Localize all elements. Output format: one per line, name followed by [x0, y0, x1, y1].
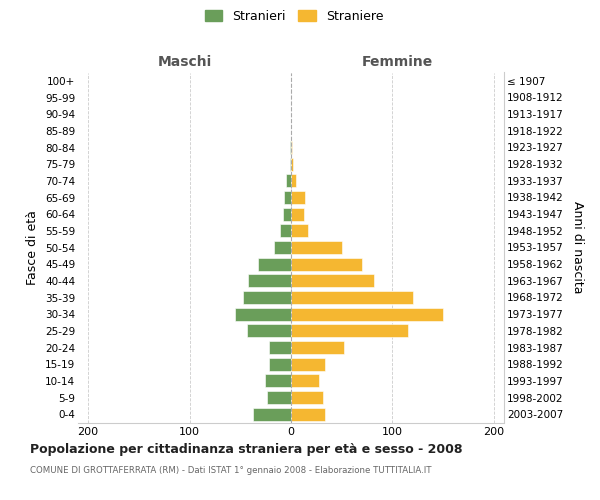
Bar: [265, 374, 291, 388]
Bar: [266, 391, 291, 404]
Text: Femmine: Femmine: [362, 55, 433, 69]
Bar: [291, 174, 296, 188]
Text: Popolazione per cittadinanza straniera per età e sesso - 2008: Popolazione per cittadinanza straniera p…: [30, 442, 463, 456]
Bar: [291, 324, 407, 338]
Bar: [291, 391, 323, 404]
Bar: [248, 274, 291, 287]
Bar: [291, 274, 374, 287]
Y-axis label: Anni di nascita: Anni di nascita: [571, 201, 584, 294]
Bar: [291, 308, 443, 320]
Bar: [235, 308, 291, 320]
Bar: [291, 258, 362, 270]
Text: Maschi: Maschi: [157, 55, 212, 69]
Bar: [284, 191, 291, 204]
Bar: [291, 408, 325, 420]
Bar: [257, 258, 291, 270]
Bar: [283, 208, 291, 220]
Bar: [291, 341, 344, 354]
Bar: [291, 374, 319, 388]
Text: COMUNE DI GROTTAFERRATA (RM) - Dati ISTAT 1° gennaio 2008 - Elaborazione TUTTITA: COMUNE DI GROTTAFERRATA (RM) - Dati ISTA…: [30, 466, 431, 475]
Bar: [244, 291, 291, 304]
Bar: [291, 158, 293, 170]
Bar: [290, 158, 291, 170]
Bar: [291, 141, 292, 154]
Bar: [291, 358, 325, 370]
Bar: [291, 291, 413, 304]
Bar: [290, 141, 291, 154]
Bar: [269, 341, 291, 354]
Bar: [291, 191, 305, 204]
Bar: [274, 241, 291, 254]
Bar: [269, 358, 291, 370]
Bar: [291, 224, 308, 237]
Bar: [291, 208, 304, 220]
Legend: Stranieri, Straniere: Stranieri, Straniere: [201, 6, 387, 26]
Bar: [247, 324, 291, 338]
Bar: [291, 241, 342, 254]
Bar: [280, 224, 291, 237]
Bar: [286, 174, 291, 188]
Y-axis label: Fasce di età: Fasce di età: [26, 210, 40, 285]
Bar: [253, 408, 291, 420]
